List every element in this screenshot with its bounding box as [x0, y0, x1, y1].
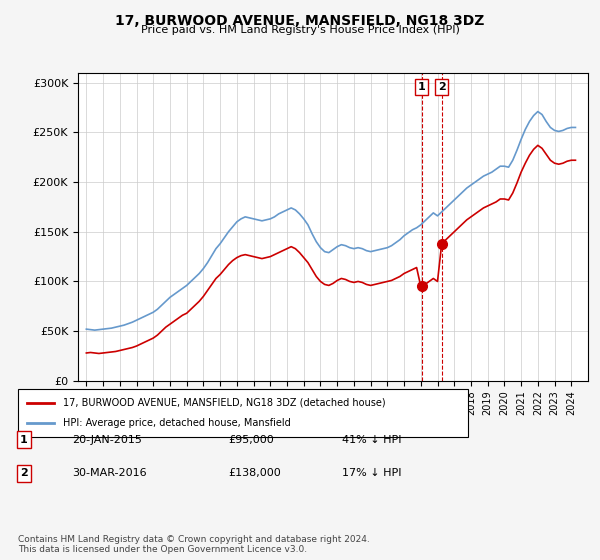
FancyBboxPatch shape	[18, 389, 468, 437]
Text: 17, BURWOOD AVENUE, MANSFIELD, NG18 3DZ: 17, BURWOOD AVENUE, MANSFIELD, NG18 3DZ	[115, 14, 485, 28]
Text: Price paid vs. HM Land Registry's House Price Index (HPI): Price paid vs. HM Land Registry's House …	[140, 25, 460, 35]
Text: £138,000: £138,000	[228, 468, 281, 478]
Text: 2: 2	[438, 82, 446, 92]
Text: £95,000: £95,000	[228, 435, 274, 445]
Text: 20-JAN-2015: 20-JAN-2015	[72, 435, 142, 445]
Text: HPI: Average price, detached house, Mansfield: HPI: Average price, detached house, Mans…	[63, 418, 291, 428]
Text: 1: 1	[20, 435, 28, 445]
Text: 17% ↓ HPI: 17% ↓ HPI	[342, 468, 401, 478]
Text: 30-MAR-2016: 30-MAR-2016	[72, 468, 146, 478]
Text: 2: 2	[20, 468, 28, 478]
Text: Contains HM Land Registry data © Crown copyright and database right 2024.
This d: Contains HM Land Registry data © Crown c…	[18, 535, 370, 554]
Text: 17, BURWOOD AVENUE, MANSFIELD, NG18 3DZ (detached house): 17, BURWOOD AVENUE, MANSFIELD, NG18 3DZ …	[63, 398, 386, 408]
Text: 41% ↓ HPI: 41% ↓ HPI	[342, 435, 401, 445]
Text: 1: 1	[418, 82, 425, 92]
